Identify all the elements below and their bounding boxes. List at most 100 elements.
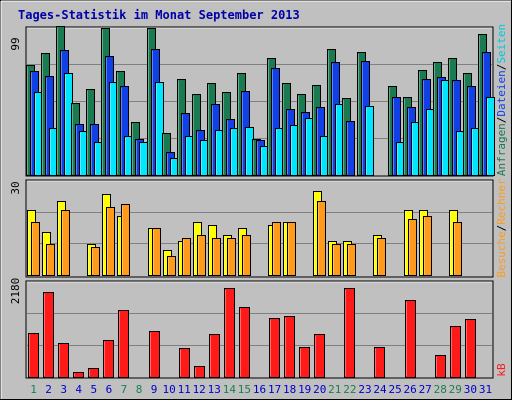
bar-middle-rechner-day-10 xyxy=(167,256,176,276)
bar-bottom-kb-day-26 xyxy=(405,300,416,378)
bar-bottom-kb-day-3 xyxy=(58,343,69,378)
x-label-day-3: 3 xyxy=(60,383,67,396)
legend-top: Anfragen/Dateien/Seiten xyxy=(495,24,508,176)
bar-middle-rechner-day-22 xyxy=(347,244,356,276)
x-label-day-31: 31 xyxy=(479,383,492,396)
x-label-day-19: 19 xyxy=(298,383,311,396)
x-label-day-15: 15 xyxy=(238,383,251,396)
scale-label-top: 99 xyxy=(9,37,22,50)
x-label-day-2: 2 xyxy=(45,383,52,396)
scale-label-middle: 30 xyxy=(9,181,22,194)
legend-middle-item: / xyxy=(495,225,508,232)
bar-bottom-kb-day-20 xyxy=(314,334,325,378)
x-label-day-28: 28 xyxy=(434,383,447,396)
bar-bottom-kb-day-15 xyxy=(239,307,250,378)
bar-middle-rechner-day-24 xyxy=(377,238,386,276)
legend-top-item: Anfragen xyxy=(495,123,508,176)
bar-bottom-kb-day-1 xyxy=(28,333,39,378)
bar-middle-rechner-day-2 xyxy=(46,244,55,276)
bar-bottom-kb-day-6 xyxy=(103,340,114,378)
legend-top-item: Seiten xyxy=(495,24,508,64)
legend-top-item: / xyxy=(495,117,508,124)
bar-bottom-kb-day-19 xyxy=(299,347,310,378)
bar-bottom-kb-day-30 xyxy=(465,319,476,378)
bar-bottom-kb-day-9 xyxy=(149,331,160,378)
legend-middle-item: Rechner xyxy=(495,178,508,225)
bar-middle-rechner-day-27 xyxy=(423,216,432,276)
bar-middle-rechner-day-6 xyxy=(106,207,115,276)
bar-bottom-kb-day-14 xyxy=(224,288,235,378)
x-label-day-7: 7 xyxy=(121,383,128,396)
x-label-day-1: 1 xyxy=(30,383,37,396)
bar-bottom-kb-day-11 xyxy=(179,348,190,378)
x-label-day-30: 30 xyxy=(464,383,477,396)
bar-bottom-kb-day-18 xyxy=(284,316,295,378)
bar-middle-rechner-day-15 xyxy=(242,235,251,276)
bar-bottom-kb-day-13 xyxy=(209,334,220,378)
x-label-day-12: 12 xyxy=(193,383,206,396)
x-label-day-8: 8 xyxy=(136,383,143,396)
x-label-day-21: 21 xyxy=(328,383,341,396)
bar-middle-rechner-day-12 xyxy=(197,235,206,276)
bar-top-seiten-day-31 xyxy=(486,97,495,176)
bar-top-seiten-day-9 xyxy=(155,82,164,176)
x-label-day-10: 10 xyxy=(162,383,175,396)
x-label-day-9: 9 xyxy=(151,383,158,396)
x-label-day-11: 11 xyxy=(178,383,191,396)
bar-middle-rechner-day-13 xyxy=(212,238,221,276)
x-label-day-13: 13 xyxy=(208,383,221,396)
x-label-day-14: 14 xyxy=(223,383,237,396)
bar-middle-rechner-day-18 xyxy=(287,222,296,276)
legend-top-item: / xyxy=(495,64,508,71)
bar-middle-rechner-day-26 xyxy=(408,219,417,276)
bar-bottom-kb-day-4 xyxy=(73,372,84,378)
bar-bottom-kb-day-2 xyxy=(43,292,54,378)
bar-middle-rechner-day-14 xyxy=(227,238,236,276)
x-label-day-4: 4 xyxy=(75,383,82,396)
bar-bottom-kb-day-24 xyxy=(374,347,385,378)
bar-middle-rechner-day-5 xyxy=(91,247,100,276)
x-label-day-5: 5 xyxy=(90,383,97,396)
scale-label-bottom: 2180 xyxy=(9,278,22,305)
x-label-day-16: 16 xyxy=(253,383,266,396)
bar-middle-rechner-day-9 xyxy=(152,228,161,276)
x-label-day-20: 20 xyxy=(313,383,326,396)
legend-bottom-item: kB xyxy=(495,363,508,377)
bar-middle-rechner-day-21 xyxy=(332,244,341,276)
bar-top-dateien-day-22 xyxy=(346,121,355,176)
bar-middle-rechner-day-29 xyxy=(453,222,462,276)
x-label-day-17: 17 xyxy=(268,383,281,396)
x-axis-day-labels: 1 2 3 4 5 6 7 8 9 10 11 12 13 14 15 16 17 18 19 20 21 22 23 24 2… xyxy=(30,383,492,396)
x-label-day-27: 27 xyxy=(419,383,432,396)
x-label-day-18: 18 xyxy=(283,383,296,396)
x-label-day-6: 6 xyxy=(106,383,113,396)
bar-middle-rechner-day-17 xyxy=(272,222,281,276)
bar-bottom-kb-day-22 xyxy=(344,288,355,378)
chart-title: Tages-Statistik im Monat September 2013 xyxy=(18,8,300,22)
panel-bottom xyxy=(25,280,494,379)
x-label-day-23: 23 xyxy=(358,383,371,396)
bar-bottom-kb-day-28 xyxy=(435,355,446,378)
x-label-day-22: 22 xyxy=(343,383,356,396)
bar-bottom-kb-day-7 xyxy=(118,310,129,378)
x-label-day-24: 24 xyxy=(373,383,387,396)
bar-top-seiten-day-23 xyxy=(365,106,374,176)
chart-bars xyxy=(26,26,495,378)
x-label-day-26: 26 xyxy=(403,383,416,396)
bar-middle-rechner-day-1 xyxy=(31,222,40,276)
x-label-day-29: 29 xyxy=(449,383,462,396)
bar-middle-rechner-day-11 xyxy=(182,238,191,276)
bar-middle-rechner-day-7 xyxy=(121,204,130,276)
bar-bottom-kb-day-12 xyxy=(194,366,205,378)
legend-middle: Besuche/Rechner xyxy=(495,178,508,278)
legend-middle-item: Besuche xyxy=(495,231,508,277)
bar-bottom-kb-day-5 xyxy=(88,368,99,378)
legend-bottom: kB xyxy=(495,363,508,377)
x-label-day-25: 25 xyxy=(388,383,401,396)
legend-top-item: Dateien xyxy=(495,70,508,116)
bar-bottom-kb-day-29 xyxy=(450,326,461,378)
bar-middle-rechner-day-3 xyxy=(61,210,70,276)
bar-middle-rechner-day-20 xyxy=(317,201,326,276)
